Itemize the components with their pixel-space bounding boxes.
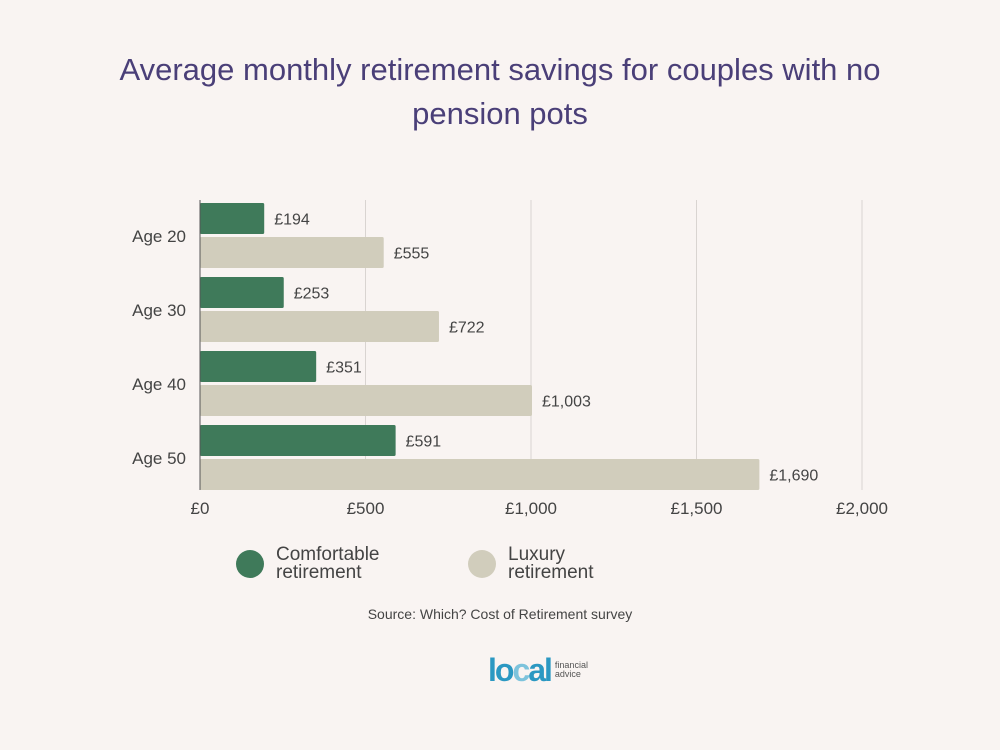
bar — [200, 237, 384, 268]
legend-label-comfortable-line2: retirement — [276, 562, 362, 583]
bar — [200, 351, 317, 382]
bar-value-label: £351 — [326, 360, 362, 377]
bar — [200, 277, 284, 308]
logo-tagline: financial advice — [555, 661, 605, 679]
category-label: Age 50 — [132, 449, 186, 468]
bar — [200, 311, 439, 342]
logo-wordmark: local — [488, 652, 553, 688]
bar-chart: £194 £555 Age 20 £253 £722 Age 30 £351 £1,003 Ag… — [132, 200, 888, 518]
legend-label-comfortable: Comfortable retirement — [276, 544, 416, 583]
bar-value-label: £194 — [274, 212, 310, 229]
category-label: Age 20 — [132, 227, 186, 246]
bar-value-label: £722 — [449, 320, 485, 337]
bar-value-label: £591 — [406, 434, 442, 451]
logo-tagline-line2: advice — [554, 669, 581, 679]
logo-word-part1: lo — [488, 652, 514, 688]
legend-item-luxury[interactable]: Luxury retirement — [468, 544, 648, 583]
x-tick-label: £500 — [347, 499, 385, 518]
logo-word-part2: c — [512, 652, 530, 688]
brand-logo[interactable]: local financial advice — [488, 654, 605, 686]
bar-value-label: £1,003 — [542, 394, 591, 411]
legend-item-comfortable[interactable]: Comfortable retirement — [236, 544, 416, 583]
bar — [200, 459, 760, 490]
bar — [200, 385, 532, 416]
legend-label-luxury: Luxury retirement — [508, 544, 648, 583]
legend-label-comfortable-line1: Comfortable — [276, 544, 380, 565]
category-label: Age 40 — [132, 375, 186, 394]
bar-value-label: £555 — [394, 246, 430, 263]
x-tick-label: £2,000 — [836, 499, 888, 518]
x-tick-label: £1,000 — [505, 499, 557, 518]
chart-title: Average monthly retirement savings for c… — [119, 52, 881, 131]
bar — [200, 425, 396, 456]
legend-label-luxury-line2: retirement — [508, 562, 594, 583]
x-tick-label: £0 — [191, 499, 210, 518]
bar — [200, 203, 265, 234]
logo-tagline-line1: financial — [554, 660, 588, 670]
source-note: Source: Which? Cost of Retirement survey — [367, 606, 633, 622]
legend-label-luxury-line1: Luxury — [508, 544, 566, 565]
legend-swatch-luxury — [468, 550, 496, 578]
chart-legend: Comfortable retirement Luxury retirement — [236, 544, 648, 583]
bar-value-label: £253 — [294, 286, 330, 303]
bar-value-label: £1,690 — [769, 468, 818, 485]
x-tick-label: £1,500 — [671, 499, 723, 518]
category-label: Age 30 — [132, 301, 186, 320]
legend-swatch-comfortable — [236, 550, 264, 578]
logo-word-part3: al — [528, 652, 553, 688]
